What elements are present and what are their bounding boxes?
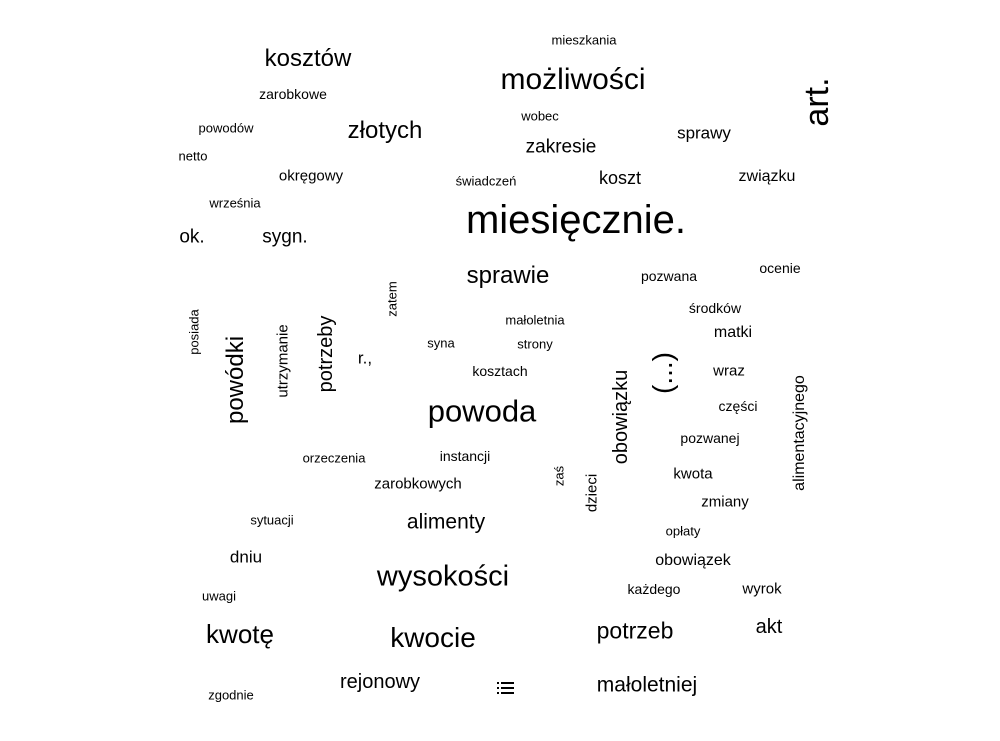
word-strony: strony bbox=[517, 336, 553, 352]
word-wobec: wobec bbox=[521, 108, 559, 124]
word-pozwana: pozwana bbox=[640, 268, 698, 284]
word-rejonowy: rejonowy bbox=[339, 671, 421, 693]
word-utrzymanie: utrzymanie bbox=[274, 324, 292, 398]
word-kwote: kwotę bbox=[206, 619, 274, 649]
word-wysokosci: wysokości bbox=[376, 560, 510, 593]
word-dniu: dniu bbox=[229, 547, 263, 567]
word-kazdego: każdego bbox=[627, 581, 681, 597]
word-kosztow: kosztów bbox=[264, 45, 352, 72]
word-miesiecznie: miesięcznie. bbox=[465, 198, 687, 242]
word-r: r., bbox=[357, 348, 373, 368]
word-oplaty: opłaty bbox=[665, 523, 701, 539]
word-ok: ok. bbox=[179, 226, 205, 248]
word-powoda: powoda bbox=[427, 393, 537, 429]
word-wrzesnia: września bbox=[209, 195, 261, 211]
word-koszt: koszt bbox=[598, 168, 642, 188]
word-zatem: zatem bbox=[384, 281, 400, 317]
word-orzeczenia: orzeczenia bbox=[302, 450, 366, 466]
list-icon[interactable] bbox=[497, 681, 514, 695]
word-uwagi: uwagi bbox=[202, 588, 236, 604]
word-pozwanej: pozwanej bbox=[680, 430, 740, 446]
word-netto: netto bbox=[178, 148, 208, 164]
word-alimenty: alimenty bbox=[406, 510, 486, 534]
word-ellipsis: (...) bbox=[647, 352, 678, 394]
word-syna: syna bbox=[427, 335, 455, 351]
word-dzieci: dzieci bbox=[583, 473, 601, 513]
word-zgodnie: zgodnie bbox=[208, 687, 254, 703]
word-sprawie: sprawie bbox=[466, 262, 550, 289]
word-czesci: części bbox=[718, 398, 758, 414]
word-okregowy: okręgowy bbox=[278, 167, 344, 185]
word-swiadczen: świadczeń bbox=[455, 173, 517, 189]
word-wraz: wraz bbox=[713, 362, 745, 380]
word-powodow: powodów bbox=[198, 120, 254, 136]
word-obowiazek: obowiązek bbox=[655, 552, 731, 569]
word-art: art. bbox=[798, 77, 836, 127]
word-maloletnia: małoletnia bbox=[505, 312, 565, 328]
word-posiada: posiada bbox=[186, 309, 202, 355]
word-matki: matki bbox=[713, 324, 753, 341]
word-obowiazku: obowiązku bbox=[610, 369, 632, 465]
word-zakresie: zakresie bbox=[525, 136, 597, 158]
word-wyrok: wyrok bbox=[742, 580, 782, 598]
word-ocenie: ocenie bbox=[759, 260, 801, 276]
word-potrzeb: potrzeb bbox=[596, 617, 674, 644]
word-zarobkowych: zarobkowych bbox=[374, 475, 462, 493]
word-alimentacyjnego: alimentacyjnego bbox=[791, 375, 808, 491]
word-sygn: sygn. bbox=[262, 226, 308, 248]
word-kwocie: kwocie bbox=[390, 622, 476, 653]
word-mieszkania: mieszkania bbox=[551, 32, 617, 48]
word-powodki: powódki bbox=[222, 335, 249, 425]
word-maloletniej: małoletniej bbox=[596, 673, 698, 697]
word-zas: zaś bbox=[551, 465, 567, 487]
word-zlotych: złotych bbox=[347, 117, 423, 144]
word-sprawy: sprawy bbox=[677, 123, 731, 143]
word-kwota: kwota bbox=[673, 465, 713, 483]
word-zwiazku: związku bbox=[738, 168, 796, 185]
word-srodkow: środków bbox=[688, 300, 742, 316]
word-kosztach: kosztach bbox=[472, 363, 528, 379]
word-mozliwosci: możliwości bbox=[500, 63, 646, 96]
word-instancji: instancji bbox=[439, 448, 491, 464]
word-zmiany: zmiany bbox=[701, 493, 749, 511]
word-akt: akt bbox=[755, 616, 783, 638]
word-potrzeby: potrzeby bbox=[315, 315, 337, 393]
word-zarobkowe: zarobkowe bbox=[259, 86, 327, 102]
word-sytuacji: sytuacji bbox=[250, 512, 294, 528]
